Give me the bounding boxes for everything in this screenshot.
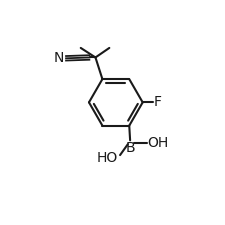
Text: B: B bbox=[125, 141, 134, 155]
Text: OH: OH bbox=[147, 136, 168, 150]
Text: F: F bbox=[153, 95, 161, 109]
Text: HO: HO bbox=[96, 151, 117, 165]
Text: N: N bbox=[54, 51, 64, 65]
